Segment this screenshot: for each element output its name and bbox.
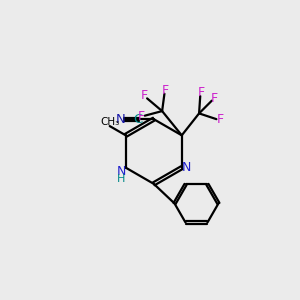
Text: N: N — [182, 161, 191, 174]
Text: N: N — [116, 165, 126, 178]
Text: CH₃: CH₃ — [100, 117, 120, 127]
Text: F: F — [137, 110, 145, 123]
Text: H: H — [117, 174, 125, 184]
Text: F: F — [162, 84, 169, 97]
Text: C: C — [133, 113, 142, 126]
Text: F: F — [216, 113, 224, 126]
Text: F: F — [198, 86, 205, 99]
Text: N: N — [116, 113, 125, 126]
Text: F: F — [140, 89, 147, 102]
Text: F: F — [211, 92, 218, 105]
